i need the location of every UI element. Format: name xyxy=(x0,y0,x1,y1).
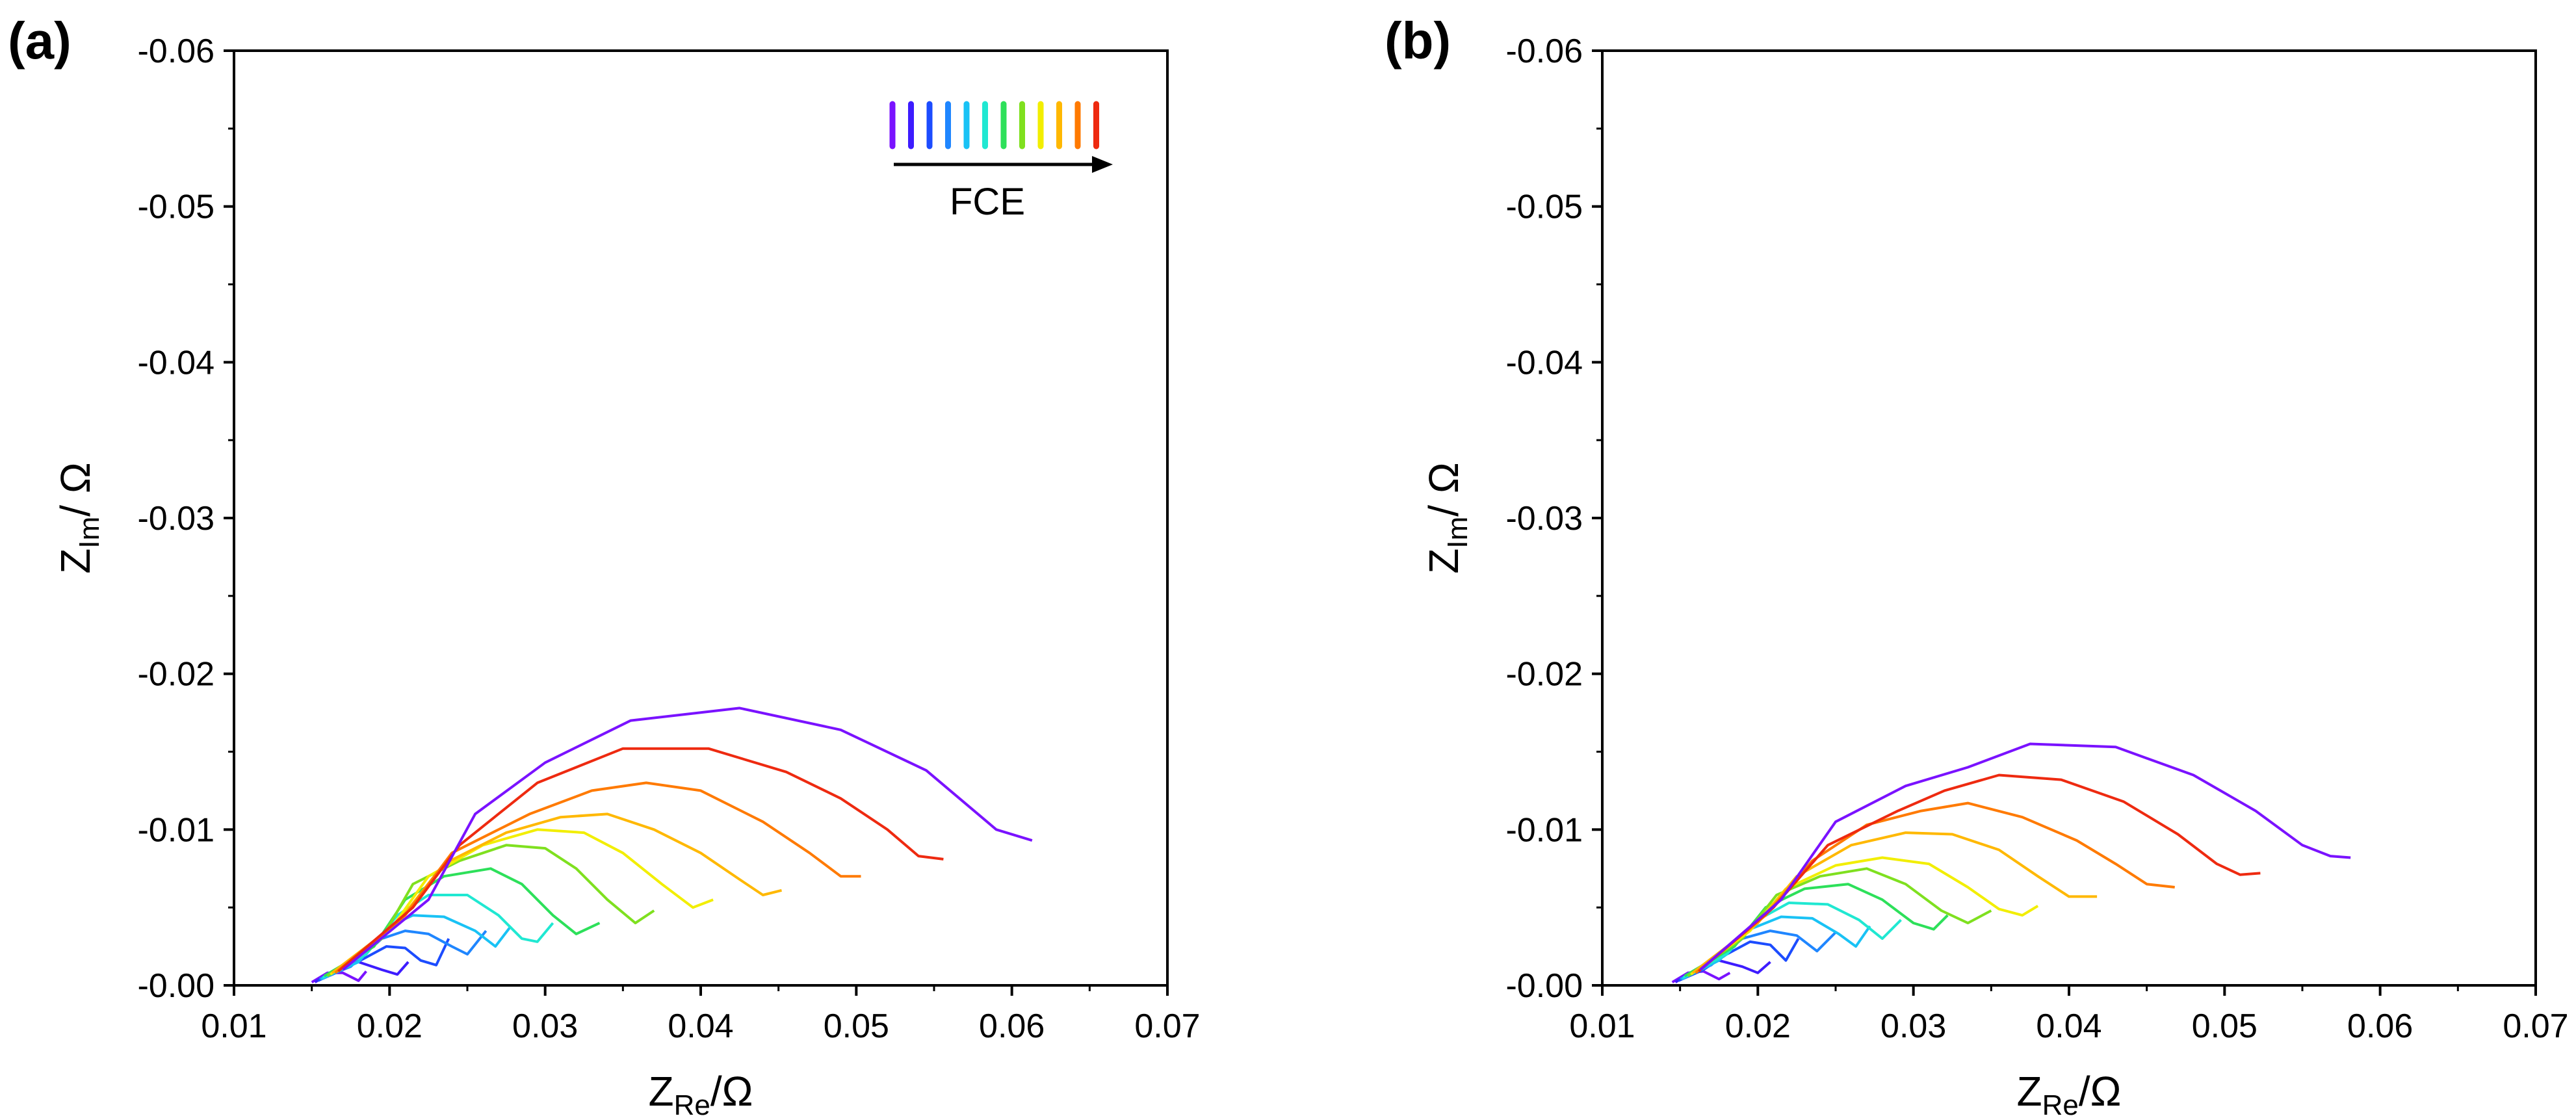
x-tick-label: 0.06 xyxy=(979,1007,1045,1045)
y-tick-label: -0.02 xyxy=(1505,656,1583,694)
x-tick-label: 0.03 xyxy=(1880,1007,1946,1045)
series-line-11 xyxy=(1695,801,2175,974)
series-line-2 xyxy=(1674,959,1771,983)
y-tick-label: -0.00 xyxy=(137,967,215,1005)
y-tick-label: -0.01 xyxy=(1505,811,1583,849)
y-tick-label: -0.05 xyxy=(1505,188,1583,226)
fce-legend: FCE xyxy=(889,101,1113,223)
series-line-5 xyxy=(1681,915,1871,981)
x-tick-label: 0.05 xyxy=(2192,1007,2257,1045)
x-tick-label: 0.04 xyxy=(2036,1007,2101,1045)
x-tick-label: 0.04 xyxy=(668,1007,733,1045)
series-line-3 xyxy=(1678,938,1800,982)
y-tick-label: -0.06 xyxy=(137,32,215,70)
series-line-12 xyxy=(337,747,944,972)
panel-a: (a) 0.01 0.02 0.03 0.04 0.05 0.06 0.07 -0.00 -0.0… xyxy=(8,12,1201,1116)
x-tick-label: 0.07 xyxy=(2503,1007,2568,1045)
y-tick-label: -0.02 xyxy=(137,656,215,694)
y-tick-label: -0.04 xyxy=(137,344,215,382)
series-line-6 xyxy=(322,894,554,979)
series-line-11 xyxy=(334,781,861,974)
series-line-5 xyxy=(320,914,512,981)
x-axis-title: ZRe/Ω xyxy=(2017,1068,2122,1116)
series-line-13 xyxy=(342,707,1033,971)
series-line-7 xyxy=(323,867,601,978)
y-tick-label: -0.03 xyxy=(137,500,215,538)
y-tick-label: -0.01 xyxy=(137,811,215,849)
series-line-9 xyxy=(330,828,714,976)
legend-swatches xyxy=(889,101,1099,149)
x-tick-label: 0.01 xyxy=(1569,1007,1635,1045)
y-axis-title: ZIm/ Ω xyxy=(1420,462,1474,573)
panel-b: (b) 0.01 0.02 0.03 0.04 0.05 0.06 0.07 -0.00 -0.0… xyxy=(1385,12,2569,1116)
series-line-9 xyxy=(1690,856,2039,976)
x-tick-label: 0.06 xyxy=(2347,1007,2413,1045)
series-line-6 xyxy=(1682,902,1902,979)
x-tick-label: 0.07 xyxy=(1134,1007,1200,1045)
series-line-3 xyxy=(317,938,450,982)
x-tick-label: 0.03 xyxy=(512,1007,578,1045)
y-tick-label: -0.03 xyxy=(1505,500,1583,538)
series-line-13 xyxy=(1699,742,2351,971)
y-tick-label: -0.04 xyxy=(1505,344,1583,382)
y-tick-label: -0.06 xyxy=(1505,32,1583,70)
series-line-12 xyxy=(1698,773,2261,972)
x-axis-title: ZRe/Ω xyxy=(649,1068,753,1116)
legend-arrow-head xyxy=(1092,156,1113,173)
series-line-1 xyxy=(1671,970,1731,983)
plot-frame xyxy=(233,49,1169,987)
panel-label: (b) xyxy=(1385,12,1451,70)
y-tick-label: -0.05 xyxy=(137,188,215,226)
series-line-1 xyxy=(311,970,367,983)
panel-label: (a) xyxy=(8,12,72,70)
series-line-10 xyxy=(1691,831,2098,974)
x-tick-label: 0.02 xyxy=(1725,1007,1791,1045)
series-line-10 xyxy=(331,812,782,974)
series-line-8 xyxy=(326,844,655,978)
x-tick-label: 0.01 xyxy=(201,1007,267,1045)
legend-label: FCE xyxy=(950,181,1025,223)
x-tick-label: 0.02 xyxy=(357,1007,423,1045)
x-tick-label: 0.05 xyxy=(824,1007,889,1045)
plot-frame xyxy=(1601,49,2537,987)
series-line-4 xyxy=(319,929,488,981)
y-axis-title: ZIm/ Ω xyxy=(52,462,105,573)
y-tick-label: -0.00 xyxy=(1505,967,1583,1005)
